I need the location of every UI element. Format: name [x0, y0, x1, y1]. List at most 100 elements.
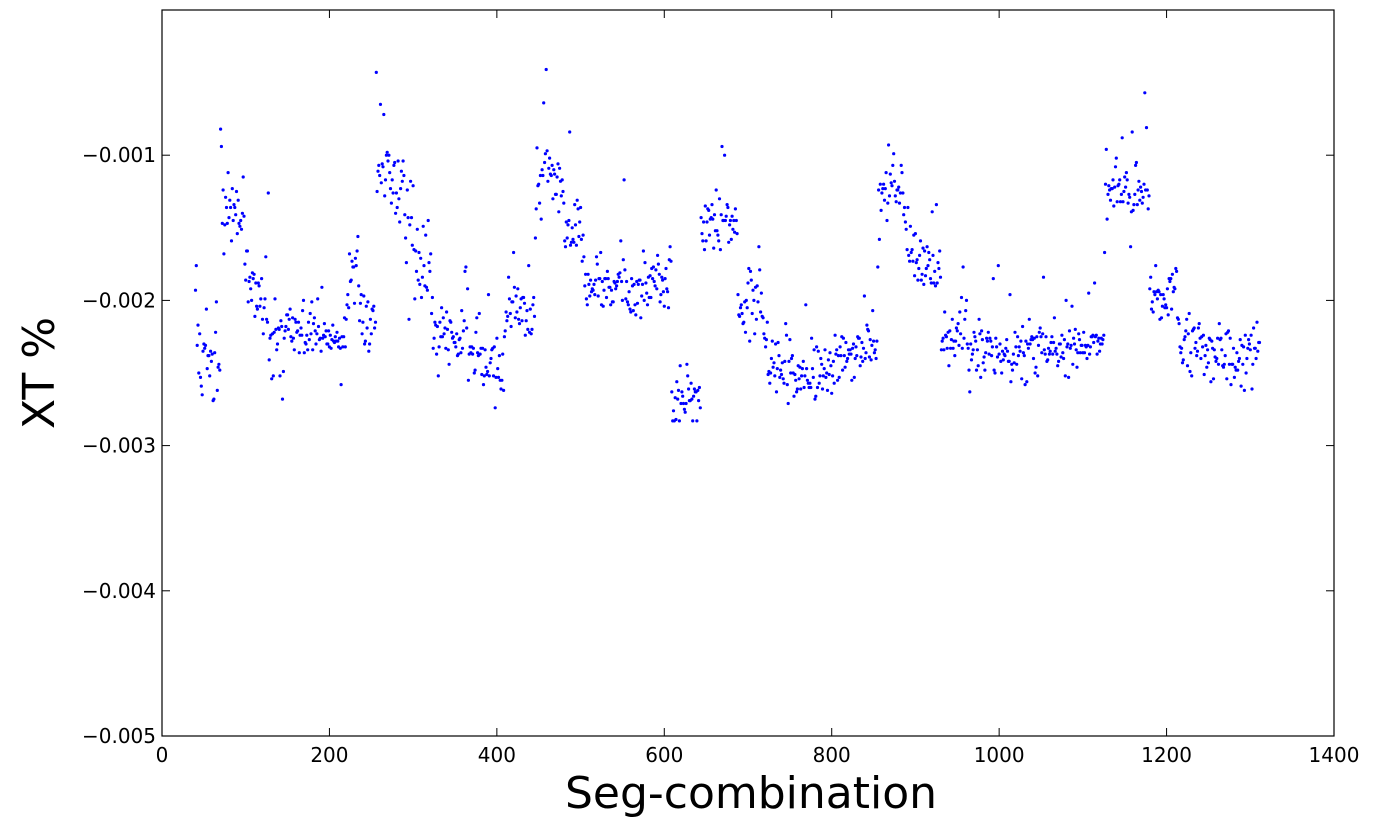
data-point — [1217, 322, 1221, 326]
data-point — [1164, 303, 1168, 307]
data-point — [1032, 336, 1036, 340]
data-point — [456, 352, 460, 356]
data-point — [828, 351, 832, 355]
data-point — [387, 153, 391, 157]
data-point — [938, 275, 943, 279]
data-point — [201, 349, 205, 353]
x-tick-label: 600 — [645, 743, 683, 767]
data-point — [329, 346, 333, 350]
data-point — [1223, 354, 1227, 358]
data-point — [301, 298, 306, 302]
data-point — [1146, 207, 1150, 211]
data-point — [877, 188, 881, 192]
data-point — [1051, 352, 1055, 356]
data-point — [986, 330, 990, 334]
data-point — [1059, 355, 1063, 359]
data-point — [485, 372, 489, 377]
data-point — [193, 288, 198, 292]
data-point — [777, 354, 781, 358]
data-point — [1247, 342, 1251, 346]
data-point — [296, 329, 300, 333]
data-point — [198, 332, 202, 336]
data-point — [618, 271, 622, 275]
data-point — [621, 258, 625, 262]
data-point — [396, 159, 400, 163]
data-point — [222, 252, 226, 256]
data-point — [302, 351, 306, 355]
data-point — [692, 394, 696, 398]
data-point — [547, 166, 551, 170]
data-point — [983, 368, 987, 372]
data-point — [853, 356, 857, 361]
data-point — [584, 297, 589, 301]
data-point — [254, 281, 258, 285]
data-point — [204, 307, 208, 311]
data-point — [1119, 192, 1123, 196]
data-point — [928, 258, 932, 262]
data-point — [1192, 326, 1196, 330]
data-point — [198, 375, 203, 379]
data-point — [1250, 387, 1254, 391]
data-point — [916, 278, 920, 282]
data-point — [649, 295, 653, 300]
data-point — [1014, 345, 1018, 349]
data-point — [848, 348, 852, 352]
data-point — [462, 319, 466, 323]
data-point — [553, 172, 557, 176]
data-point — [681, 394, 685, 398]
data-point — [932, 281, 936, 285]
data-point — [502, 335, 506, 339]
data-point — [1131, 208, 1135, 212]
data-point — [1095, 352, 1099, 356]
data-point — [277, 327, 281, 331]
data-point — [435, 324, 439, 329]
data-point — [251, 277, 255, 281]
data-point — [1118, 200, 1123, 204]
data-point — [220, 221, 224, 225]
data-point — [653, 284, 657, 288]
data-point — [445, 310, 449, 314]
data-point — [602, 288, 606, 292]
data-point — [543, 160, 547, 165]
data-point — [358, 319, 362, 323]
data-point — [403, 213, 407, 217]
data-point — [315, 332, 319, 336]
data-point — [608, 285, 612, 289]
data-point — [954, 326, 959, 330]
data-point — [1226, 329, 1231, 333]
data-point — [248, 275, 252, 279]
data-point — [854, 345, 858, 349]
data-point — [918, 253, 922, 257]
data-point — [386, 159, 390, 163]
data-point — [810, 336, 814, 340]
data-point — [373, 320, 378, 324]
data-point — [732, 218, 736, 223]
data-point — [1239, 384, 1243, 388]
data-point — [435, 352, 439, 356]
data-point — [886, 201, 890, 205]
data-point — [879, 208, 883, 212]
data-point — [346, 293, 350, 297]
data-point — [914, 261, 918, 265]
data-point — [1227, 362, 1231, 366]
data-point — [703, 204, 707, 208]
data-point — [614, 287, 618, 291]
data-point — [824, 375, 828, 379]
data-point — [594, 255, 599, 259]
data-point — [569, 240, 574, 244]
data-point — [371, 309, 375, 313]
data-point — [525, 309, 529, 313]
data-point — [787, 359, 791, 363]
data-point — [896, 188, 900, 192]
data-point — [1111, 178, 1115, 182]
data-point — [784, 322, 788, 326]
data-point — [1168, 279, 1172, 284]
data-point — [976, 364, 980, 368]
data-point — [1022, 354, 1026, 358]
data-point — [549, 173, 553, 178]
data-point — [1024, 339, 1028, 343]
data-point — [1086, 343, 1090, 347]
data-point — [682, 407, 687, 411]
data-point — [882, 182, 886, 186]
data-point — [1128, 195, 1132, 199]
